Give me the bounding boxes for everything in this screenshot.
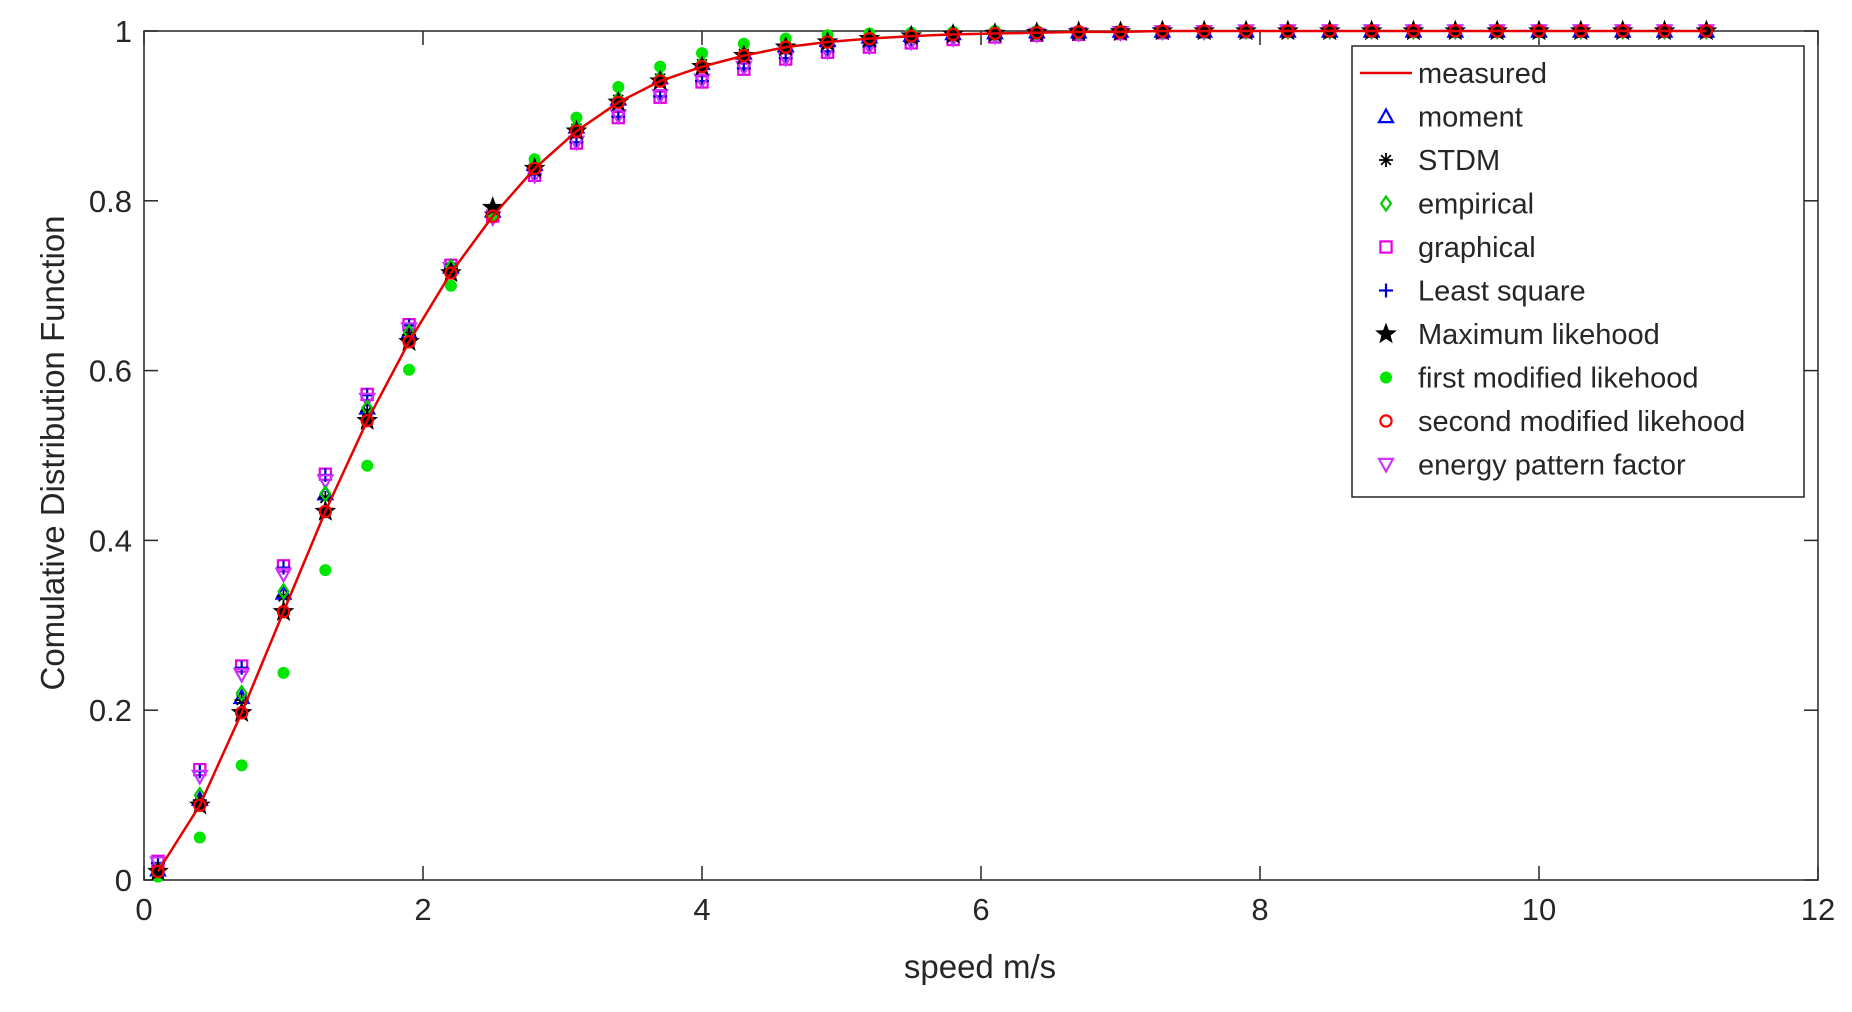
legend-label: graphical xyxy=(1418,232,1536,264)
legend-marker xyxy=(1379,414,1393,428)
data-point xyxy=(277,582,290,601)
x-tick-label: 0 xyxy=(135,892,152,927)
legend: measured moment STDM empirical graphical Leas… xyxy=(1351,45,1805,498)
data-point xyxy=(609,109,628,126)
data-point xyxy=(276,605,291,619)
data-point xyxy=(653,74,667,88)
legend-marker xyxy=(1375,322,1397,344)
data-point xyxy=(403,363,416,376)
data-point xyxy=(235,684,248,703)
legend-marker xyxy=(1380,371,1392,384)
data-point xyxy=(235,759,248,772)
data-point xyxy=(193,798,207,812)
y-tick-label: 1 xyxy=(115,14,132,49)
y-tick-label: 0.2 xyxy=(89,693,132,728)
legend-marker xyxy=(1377,107,1395,124)
legend-item: measured xyxy=(1360,58,1547,90)
data-point xyxy=(190,769,209,786)
data-point xyxy=(360,413,374,428)
legend-marker xyxy=(1379,283,1393,298)
data-point xyxy=(486,209,500,223)
data-point xyxy=(402,335,416,349)
data-point xyxy=(319,564,332,577)
legend-item: moment xyxy=(1377,102,1523,134)
data-point xyxy=(234,660,249,675)
data-point xyxy=(151,864,165,879)
data-point xyxy=(611,95,626,110)
x-axis-label: speed m/s xyxy=(904,948,1056,985)
legend-label: Least square xyxy=(1418,276,1586,308)
data-point xyxy=(481,196,504,217)
data-point xyxy=(234,706,249,720)
x-tick-label: 8 xyxy=(1251,892,1268,927)
legend-marker xyxy=(1377,457,1395,474)
y-axis-label: Comulative Distribution Function xyxy=(34,215,71,690)
legend-label: energy pattern factor xyxy=(1418,450,1686,482)
legend-label: Maximum likehood xyxy=(1418,319,1660,351)
data-point xyxy=(277,666,290,679)
data-point xyxy=(276,560,291,575)
data-point xyxy=(318,490,333,505)
legend-marker xyxy=(1379,153,1393,167)
data-point xyxy=(274,567,293,584)
series-line-measured xyxy=(156,29,1707,873)
x-tick-label: 10 xyxy=(1522,892,1556,927)
legend-label: first modified likehood xyxy=(1418,363,1698,395)
legend-item: first modified likehood xyxy=(1380,363,1698,395)
data-point xyxy=(569,124,584,138)
data-point xyxy=(527,161,542,176)
legend-marker xyxy=(1379,240,1393,254)
legend-box xyxy=(1351,45,1805,498)
legend-item: Maximum likehood xyxy=(1375,319,1660,351)
y-tick-label: 0 xyxy=(115,863,132,898)
legend-item: graphical xyxy=(1379,232,1536,264)
x-tick-label: 4 xyxy=(693,892,710,927)
data-point xyxy=(444,266,458,280)
legend-item: STDM xyxy=(1379,145,1500,177)
data-point xyxy=(316,474,335,491)
x-tick-label: 6 xyxy=(972,892,989,927)
legend-label: measured xyxy=(1418,58,1547,90)
data-point xyxy=(444,279,457,292)
legend-item: Least square xyxy=(1379,276,1586,308)
y-tick-label: 0.6 xyxy=(89,354,132,389)
legend-label: empirical xyxy=(1418,189,1534,221)
series-layer xyxy=(147,19,1718,883)
axes-layer: 0 2 4 6 8 10 12 0 0.2 0.4 0.6 0.8 1 xyxy=(89,14,1835,927)
data-point xyxy=(361,459,374,472)
data-point xyxy=(318,504,333,519)
legend-label: second modified likehood xyxy=(1418,406,1745,438)
legend-item: second modified likehood xyxy=(1379,406,1745,438)
data-point xyxy=(193,831,206,844)
data-point xyxy=(651,88,670,105)
data-point xyxy=(693,73,711,90)
y-tick-label: 0.4 xyxy=(89,523,132,558)
legend-marker xyxy=(1379,194,1393,213)
data-point xyxy=(612,81,625,94)
legend-item: energy pattern factor xyxy=(1377,450,1686,482)
data-point xyxy=(695,59,709,74)
legend-label: moment xyxy=(1418,102,1523,134)
y-tick-label: 0.8 xyxy=(89,184,132,219)
data-point xyxy=(358,392,377,409)
data-point xyxy=(232,667,251,684)
legend-item: empirical xyxy=(1379,189,1534,221)
x-tick-label: 2 xyxy=(414,892,431,927)
legend-label: STDM xyxy=(1418,145,1500,177)
x-tick-label: 12 xyxy=(1801,892,1835,927)
